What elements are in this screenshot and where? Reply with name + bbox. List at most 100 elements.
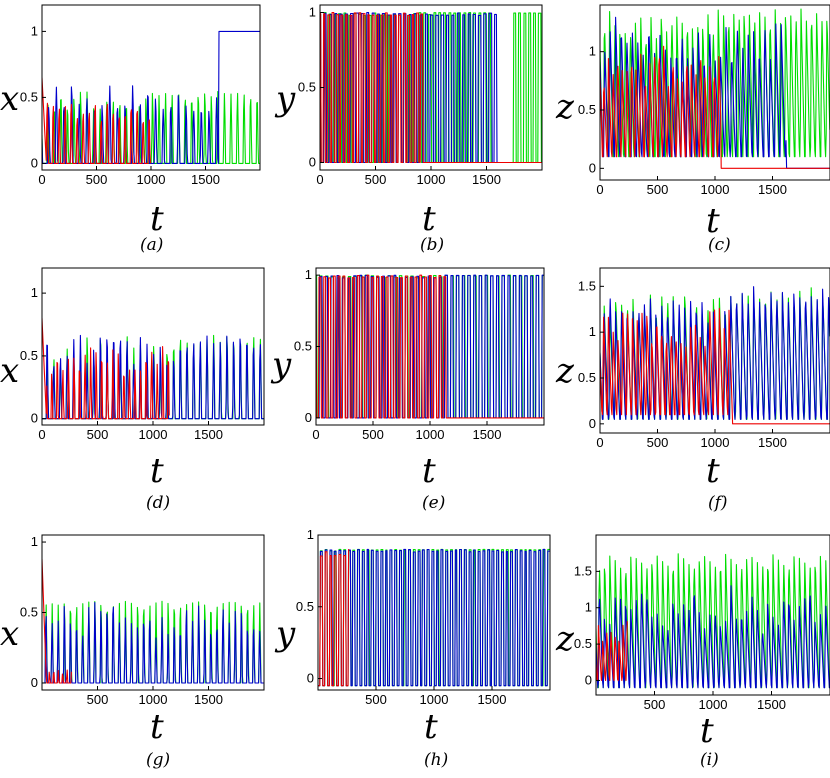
ylabel-e: y [270, 345, 292, 385]
xtick-label: 500 [87, 427, 109, 442]
panel-d: 0 500 1000 1500 0 0.5 1 x t(d) [0, 267, 265, 513]
xtick-label: 1000 [699, 697, 728, 712]
series-blue-f [600, 286, 830, 420]
xtick-label: 1500 [191, 172, 220, 187]
xlabel-g: t [150, 707, 164, 747]
xtick-label: 1000 [417, 172, 446, 187]
xtick-label: 1000 [139, 427, 168, 442]
xtick-label: 0 [316, 172, 323, 187]
xtick-label: 500 [365, 172, 387, 187]
xtick-label: 1000 [420, 692, 449, 707]
ytick-label: 0 [31, 411, 38, 426]
ylabel-d: x [0, 351, 19, 391]
caption-f: (f) [708, 493, 728, 513]
ytick-label: 0.5 [294, 339, 312, 354]
xtick-label: 0 [312, 427, 319, 442]
xtick-label: 1500 [194, 692, 223, 707]
xlabel-c: t [706, 201, 720, 241]
series-red-g [42, 558, 72, 684]
ytick-label: 0.5 [296, 599, 314, 614]
xtick-label: 1000 [701, 182, 730, 197]
ylabel-f: z [555, 351, 575, 391]
caption-a: (a) [140, 235, 163, 255]
ytick-label: 0 [589, 416, 596, 431]
xlabel-e: t [422, 451, 436, 491]
xlabel-i: t [700, 711, 714, 751]
ytick-label: 0.5 [20, 89, 38, 104]
xlabel-h: t [424, 707, 438, 747]
series-red-i [596, 621, 628, 682]
ytick-label: 1 [589, 324, 596, 339]
ytick-label: 1 [31, 534, 38, 549]
xtick-label: 0 [38, 172, 45, 187]
panel-f: 0 500 1000 1500 0 0.5 1 1.5 z t(f) [555, 267, 830, 513]
ytick-label: 1 [589, 44, 596, 59]
panel-c: 0 500 1000 1500 0 0.5 1 z t(c) [555, 4, 830, 255]
ytick-label: 1.5 [578, 278, 596, 293]
caption-b: (b) [420, 235, 444, 255]
xtick-label: 1000 [137, 172, 166, 187]
xlabel-f: t [706, 451, 720, 491]
xtick-label: 1000 [139, 692, 168, 707]
series-red-a [42, 77, 152, 164]
series-green-a [42, 90, 260, 164]
ytick-label: 0 [309, 155, 316, 170]
ytick-label: 0.5 [20, 348, 38, 363]
xlabel-b: t [422, 199, 436, 239]
ytick-label: 0 [589, 160, 596, 175]
series-red-b [320, 12, 542, 164]
series-red-d [42, 318, 170, 420]
ytick-label: 1 [31, 23, 38, 38]
ytick-label: 0 [31, 675, 38, 690]
ytick-label: 1 [305, 267, 312, 282]
caption-e: (e) [422, 493, 445, 513]
ytick-label: 0.5 [298, 80, 316, 95]
panel-b: 0 500 1000 1500 0 0.5 1 y t(b) [274, 4, 543, 255]
ytick-label: 1 [31, 285, 38, 300]
series-blue-g [42, 601, 264, 684]
panel-i: 500 1000 1500 0 0.5 1 1.5 z t(i) [555, 534, 830, 770]
ytick-label: 0 [585, 672, 592, 687]
ytick-label: 0.5 [578, 102, 596, 117]
ytick-label: 0.5 [578, 370, 596, 385]
caption-c: (c) [708, 235, 731, 255]
series-red-c [600, 45, 830, 169]
xtick-label: 1500 [758, 435, 787, 450]
ytick-label: 0 [31, 155, 38, 170]
caption-h: (h) [424, 750, 448, 770]
ytick-label: 0.5 [574, 636, 592, 651]
ylabel-a: x [0, 79, 19, 119]
xtick-label: 1000 [701, 435, 730, 450]
xtick-label: 1000 [416, 427, 445, 442]
ytick-label: 0.5 [20, 605, 38, 620]
xtick-label: 0 [596, 435, 603, 450]
panel-g: 500 1000 1500 0 0.5 1 x t (g) [0, 534, 265, 770]
panel-a: 0 500 1000 1500 0 0.5 1 x t(a) [0, 4, 261, 255]
xtick-label: 500 [644, 697, 666, 712]
ytick-label: 0 [305, 410, 312, 425]
xtick-label: 1500 [757, 697, 786, 712]
xtick-label: 1500 [194, 427, 223, 442]
xtick-label: 1500 [472, 172, 501, 187]
series-red-e [316, 274, 544, 419]
xtick-label: 1500 [473, 427, 502, 442]
xtick-label: 0 [38, 427, 45, 442]
caption-g: (g) [146, 750, 170, 770]
xtick-label: 500 [86, 172, 108, 187]
xtick-label: 500 [87, 692, 109, 707]
series-red-h [318, 548, 350, 687]
xlabel-d: t [150, 451, 164, 491]
xtick-label: 1500 [478, 692, 507, 707]
ytick-label: 0 [307, 671, 314, 686]
ytick-label: 1 [585, 600, 592, 615]
xtick-label: 0 [596, 182, 603, 197]
xlabel-a: t [150, 199, 164, 239]
ytick-label: 1 [307, 527, 314, 542]
series-blue-i [596, 585, 830, 689]
ylabel-h: y [274, 614, 296, 654]
xtick-label: 1500 [758, 182, 787, 197]
xtick-label: 500 [362, 427, 384, 442]
panel-h: 500 1000 1500 0 0.5 1 y t (h) [274, 527, 551, 770]
ylabel-b: y [274, 79, 296, 119]
